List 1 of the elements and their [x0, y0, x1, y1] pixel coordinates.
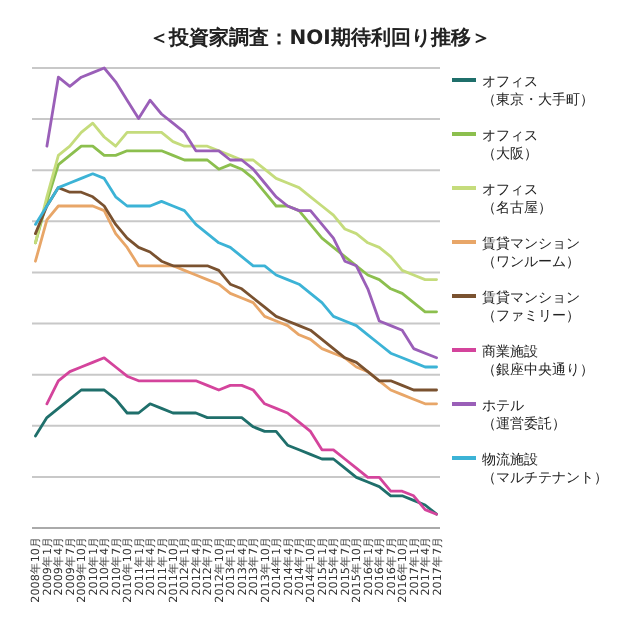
- chart-title: ＜投資家調査：NOI期待利回り推移＞: [149, 26, 491, 50]
